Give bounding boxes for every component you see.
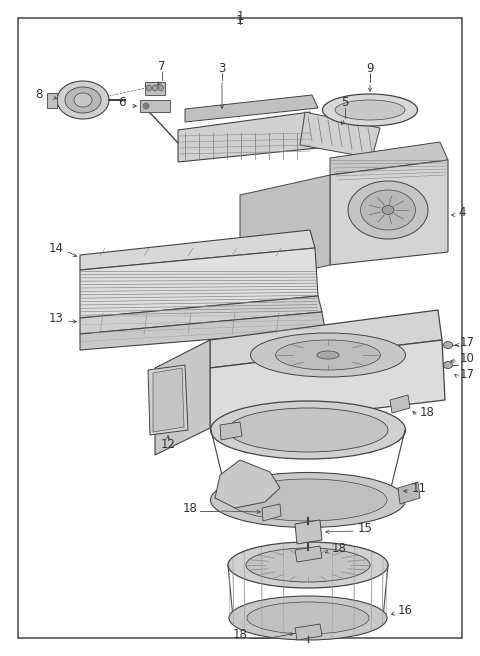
Polygon shape	[80, 230, 315, 270]
Text: 18: 18	[233, 628, 248, 642]
Polygon shape	[185, 95, 318, 122]
Polygon shape	[330, 160, 448, 265]
Text: 14: 14	[49, 241, 64, 255]
Ellipse shape	[323, 94, 418, 126]
Text: 11: 11	[412, 482, 427, 495]
Ellipse shape	[228, 542, 388, 588]
Ellipse shape	[444, 342, 453, 348]
Ellipse shape	[348, 181, 428, 239]
Ellipse shape	[144, 104, 147, 108]
Ellipse shape	[317, 351, 339, 359]
Text: 3: 3	[218, 62, 226, 75]
Polygon shape	[140, 100, 170, 112]
Ellipse shape	[153, 85, 157, 91]
Text: 17: 17	[460, 335, 475, 348]
Ellipse shape	[74, 93, 92, 107]
Ellipse shape	[444, 361, 453, 369]
Text: 7: 7	[158, 60, 166, 73]
Polygon shape	[220, 422, 242, 440]
Polygon shape	[155, 340, 210, 455]
Text: 15: 15	[358, 522, 373, 535]
Ellipse shape	[158, 85, 164, 91]
Polygon shape	[47, 93, 57, 108]
Text: 13: 13	[49, 312, 64, 325]
Ellipse shape	[143, 103, 149, 109]
Text: 1: 1	[236, 10, 244, 23]
Text: 12: 12	[160, 438, 176, 451]
Ellipse shape	[65, 87, 101, 113]
Polygon shape	[153, 368, 184, 432]
Polygon shape	[210, 310, 442, 368]
Text: 4: 4	[458, 205, 466, 218]
Polygon shape	[330, 142, 448, 175]
Polygon shape	[80, 312, 325, 350]
Text: 10: 10	[460, 352, 475, 365]
Polygon shape	[295, 624, 322, 640]
Polygon shape	[80, 248, 318, 318]
Text: 18: 18	[183, 501, 198, 514]
Ellipse shape	[211, 401, 406, 459]
Ellipse shape	[57, 81, 109, 119]
Polygon shape	[300, 112, 380, 158]
Ellipse shape	[335, 100, 405, 120]
Ellipse shape	[360, 190, 416, 230]
Ellipse shape	[229, 479, 387, 521]
Polygon shape	[178, 112, 318, 162]
Text: 1: 1	[236, 14, 244, 27]
Polygon shape	[148, 365, 188, 435]
Polygon shape	[240, 175, 330, 285]
Ellipse shape	[228, 408, 388, 452]
Ellipse shape	[247, 602, 369, 634]
Ellipse shape	[276, 340, 381, 370]
Text: 5: 5	[341, 96, 348, 110]
Text: 17: 17	[460, 367, 475, 380]
Polygon shape	[262, 504, 281, 521]
Polygon shape	[295, 520, 322, 544]
Polygon shape	[398, 482, 420, 504]
Ellipse shape	[146, 85, 152, 91]
Ellipse shape	[251, 333, 406, 377]
Ellipse shape	[211, 472, 406, 527]
Polygon shape	[295, 546, 322, 562]
Ellipse shape	[382, 205, 394, 215]
Text: 18: 18	[332, 541, 347, 554]
Text: 16: 16	[398, 604, 413, 617]
Text: 6: 6	[118, 96, 125, 110]
Text: 9: 9	[366, 62, 374, 75]
Polygon shape	[215, 460, 280, 508]
Polygon shape	[80, 296, 322, 334]
Text: 18: 18	[420, 407, 435, 419]
Ellipse shape	[246, 548, 370, 582]
FancyBboxPatch shape	[18, 18, 462, 638]
Polygon shape	[210, 340, 445, 428]
Ellipse shape	[229, 596, 387, 640]
Text: 8: 8	[35, 87, 42, 100]
Polygon shape	[390, 395, 410, 413]
Polygon shape	[145, 82, 165, 95]
